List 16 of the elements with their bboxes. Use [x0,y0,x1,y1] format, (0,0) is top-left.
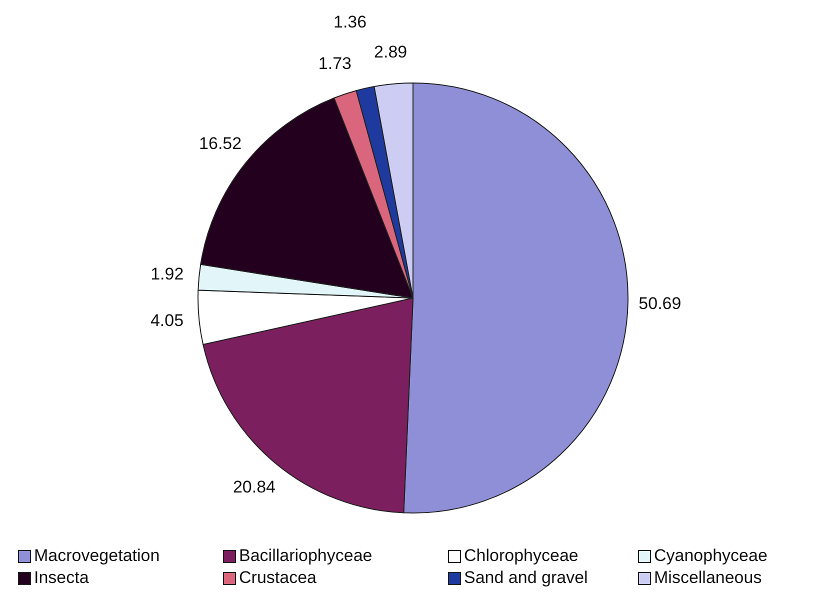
data-label: 4.05 [150,310,184,330]
legend-label: Insecta [34,568,89,588]
data-label: 16.52 [199,134,242,153]
legend-label: Sand and gravel [464,568,588,588]
data-label: 1.73 [318,54,352,74]
legend-label: Crustacea [239,568,316,588]
data-label: 20.84 [232,478,276,497]
data-label: 1.36 [334,12,367,32]
legend-label: Chlorophyceae [464,546,578,566]
data-label: 2.89 [374,42,408,62]
legend-label: Cyanophyceae [654,546,768,566]
data-label: 50.69 [638,294,682,313]
data-label: 1.92 [150,264,184,284]
legend-label: Bacillariophyceae [239,546,372,566]
legend-label: Macrovegetation [34,546,160,566]
legend-label: Miscellaneous [654,568,762,588]
